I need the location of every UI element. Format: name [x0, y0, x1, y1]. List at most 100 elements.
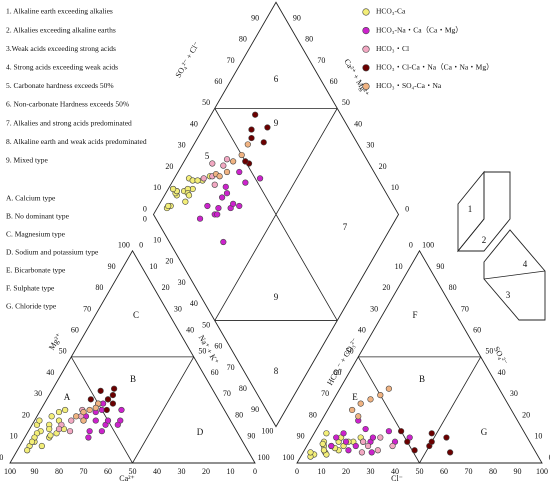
- na-tick-label: 0: [139, 241, 143, 250]
- axis-label: SO₄²⁻ + Cl⁻: [174, 40, 202, 79]
- cation-point: [104, 396, 112, 403]
- type-key: F. Sulphate type: [6, 284, 55, 293]
- cation-point: [109, 392, 116, 399]
- diamond-na-tick-label: 40: [190, 299, 198, 308]
- cl-tick-label: 70: [465, 467, 473, 476]
- cation-point: [55, 408, 63, 416]
- region-label: 3: [506, 290, 511, 300]
- ca-tick-label: 60: [104, 467, 112, 476]
- region-label: A: [64, 392, 71, 402]
- cation-point: [118, 406, 125, 414]
- region-key: 4. Strong acids exceeding weak acids: [6, 63, 118, 72]
- diamond-na-tick-label: 100: [261, 426, 273, 435]
- diamond-point: [248, 126, 255, 133]
- ca-tick-label: 10: [227, 467, 235, 476]
- hco3-tick-label: 50: [346, 347, 354, 356]
- cl-tick-label: 0: [295, 467, 299, 476]
- diamond-na-tick-label: 90: [251, 405, 259, 414]
- camg-tick-label: 20: [379, 162, 387, 171]
- anion-point: [368, 449, 375, 456]
- so4-tick-label: 20: [522, 410, 530, 419]
- diamond-point: [230, 158, 237, 165]
- so4cl-tick-label: 30: [178, 141, 186, 150]
- hco3-tick-label: 20: [382, 283, 390, 292]
- mg-tick-label: 90: [108, 262, 116, 271]
- anion-point: [447, 449, 454, 456]
- mg-tick-label: 30: [34, 389, 42, 398]
- cation-point: [92, 417, 99, 424]
- cation-point: [104, 417, 112, 424]
- anion-point: [443, 434, 450, 441]
- diamond-na-tick-label: 50: [202, 320, 210, 329]
- so4-tick-label: 40: [498, 368, 506, 377]
- diamond-point: [252, 111, 259, 118]
- ca-tick-label: 30: [178, 467, 186, 476]
- region-key: 7. Alkalies and strong acids predominate…: [6, 118, 132, 127]
- na-tick-label: 20: [162, 283, 170, 292]
- type-key: A. Calcium type: [6, 194, 56, 203]
- anion-point: [355, 413, 362, 420]
- region-key: 5. Carbonate hardness exceeds 50%: [6, 81, 114, 90]
- region-label: C: [133, 310, 139, 320]
- camg-tick-label: 90: [293, 13, 301, 22]
- diamond: [152, 1, 400, 428]
- hco3-tick-label: 70: [321, 389, 329, 398]
- region-key: 6. Non-carbonate Hardness exceeds 50%: [6, 100, 129, 109]
- hco3-tick-label: 30: [370, 304, 378, 313]
- legend-label: HCO₃-Ca: [376, 7, 406, 16]
- na-tick-label: 10: [149, 262, 157, 271]
- cation-point: [87, 396, 94, 403]
- hco3-tick-label: 100: [282, 453, 294, 462]
- diamond-point: [219, 194, 226, 201]
- na-tick-label: 80: [235, 410, 243, 419]
- region-label: 9: [274, 118, 279, 128]
- legend-marker: [362, 8, 370, 16]
- so4cl-tick-label: 80: [239, 35, 247, 44]
- type-key: C. Magnesium type: [6, 230, 66, 239]
- diamond-point: [222, 183, 229, 190]
- cation-point: [28, 438, 36, 445]
- ca-tick-label: 50: [129, 467, 137, 476]
- cation-point: [80, 417, 87, 424]
- so4cl-tick-label: 60: [214, 77, 222, 86]
- mg-tick-label: 80: [95, 283, 103, 292]
- region-key: 2. Alkalies exceeding alkaline earths: [6, 25, 116, 34]
- diamond-point: [182, 198, 189, 205]
- so4cl-tick-label: 50: [202, 98, 210, 107]
- diamond-point: [260, 139, 267, 146]
- diamond-point: [170, 185, 177, 193]
- diamond-point: [220, 238, 227, 246]
- region-label: B: [130, 374, 136, 384]
- diamond-point: [204, 202, 211, 210]
- region-label: 1: [468, 204, 473, 214]
- cation-point: [85, 434, 92, 441]
- axis-label: HCO₃⁻ + CO₃²⁻: [325, 336, 359, 386]
- diamond-point: [236, 168, 243, 176]
- diamond-na-tick-label: 0: [143, 214, 147, 223]
- ca-tick-label: 40: [153, 467, 161, 476]
- cl-tick-label: 10: [318, 467, 326, 476]
- mg-tick-label: 20: [22, 410, 30, 419]
- cl-tick-label: 80: [489, 467, 497, 476]
- region-label: D: [197, 427, 204, 437]
- legend-marker: [362, 45, 370, 53]
- diamond-na-tick-label: 70: [227, 363, 235, 372]
- hco3-tick-label: 10: [395, 262, 403, 271]
- diamond-point: [248, 134, 255, 142]
- ca-tick-label: 100: [4, 467, 16, 476]
- ca-tick-label: 70: [80, 467, 88, 476]
- diamond-point: [244, 141, 251, 148]
- diamond-na-tick-label: 20: [165, 257, 173, 266]
- diamond-point: [242, 158, 249, 165]
- cation-point: [24, 447, 31, 454]
- anion-point: [369, 434, 377, 441]
- so4cl-tick-label: 20: [165, 162, 173, 171]
- region-label: 5: [205, 151, 210, 161]
- cl-tick-label: 30: [367, 467, 375, 476]
- mg-tick-label: 70: [83, 304, 91, 313]
- diamond-point: [185, 192, 193, 199]
- cation-point: [86, 406, 93, 414]
- diamond-na-tick-label: 30: [178, 278, 186, 287]
- legend-label: HCO₃・Cl: [376, 44, 409, 53]
